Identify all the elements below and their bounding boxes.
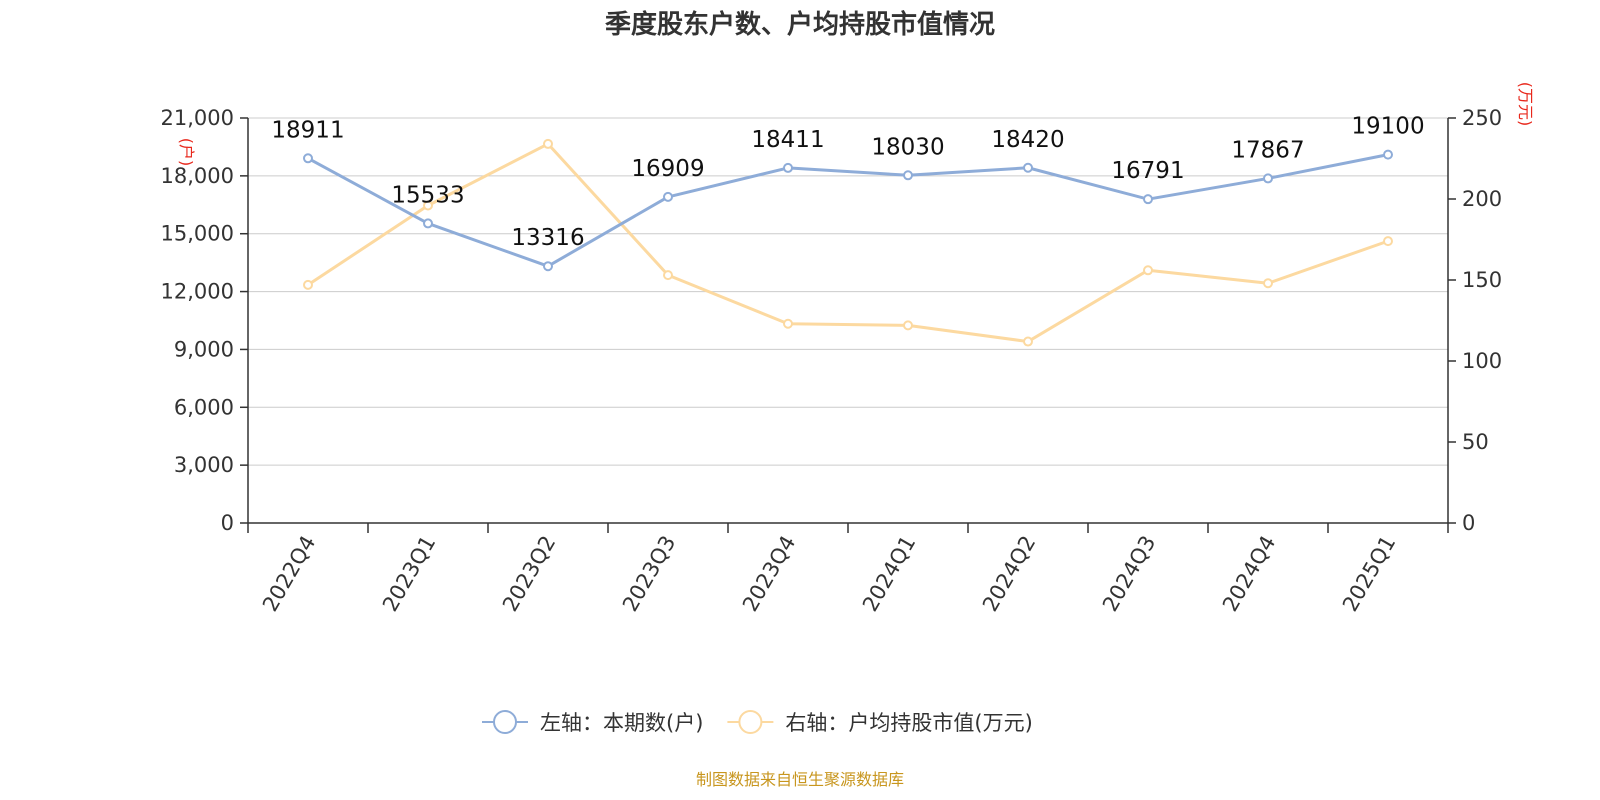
x-axis-tick-label: 2023Q4 xyxy=(738,532,800,616)
data-point[interactable] xyxy=(303,279,313,290)
x-axis-tick-label: 2025Q1 xyxy=(1338,532,1400,616)
grid-layer xyxy=(248,117,1448,466)
data-point[interactable] xyxy=(303,153,313,164)
data-point[interactable] xyxy=(543,138,553,149)
x-axis-tick-label: 2023Q2 xyxy=(498,532,560,616)
data-label: 19100 xyxy=(1351,114,1424,140)
x-axis-tick-label: 2022Q4 xyxy=(258,532,320,616)
left-axis-unit: (户) xyxy=(177,138,196,167)
data-point[interactable] xyxy=(1263,278,1273,289)
data-label: 17867 xyxy=(1231,137,1304,163)
data-label: 13316 xyxy=(511,225,584,251)
series-layer xyxy=(303,138,1393,347)
data-point[interactable] xyxy=(903,170,913,181)
right-axis-tick-label: 200 xyxy=(1462,187,1502,211)
left-axis-tick-label: 12,000 xyxy=(161,280,234,304)
data-point[interactable] xyxy=(783,318,793,329)
legend-marker xyxy=(738,710,763,734)
left-axis-tick-label: 15,000 xyxy=(161,222,234,246)
data-point[interactable] xyxy=(1143,194,1153,205)
x-axis-tick-label: 2023Q1 xyxy=(378,532,440,616)
x-axis-tick-label: 2024Q4 xyxy=(1218,532,1280,616)
x-axis-tick-label: 2023Q3 xyxy=(618,532,680,616)
data-point[interactable] xyxy=(1263,173,1273,184)
right-axis-unit: (万元) xyxy=(1516,82,1535,127)
left-axis-tick-label: 3,000 xyxy=(174,453,234,477)
legend-label: 右轴：户均持股市值(万元) xyxy=(785,711,1032,735)
right-axis-tick-label: 100 xyxy=(1462,349,1502,373)
legend-marker xyxy=(493,710,517,734)
x-axis-tick-label: 2024Q3 xyxy=(1098,532,1160,616)
left-axis-tick-label: 9,000 xyxy=(174,337,234,361)
right-axis-tick-label: 50 xyxy=(1462,430,1489,454)
data-point[interactable] xyxy=(1023,336,1033,347)
data-point[interactable] xyxy=(663,191,673,202)
data-point[interactable] xyxy=(423,218,433,229)
data-point[interactable] xyxy=(663,270,673,281)
data-label: 18420 xyxy=(991,127,1064,153)
right-axis-tick-label: 150 xyxy=(1462,268,1502,292)
data-label: 16791 xyxy=(1111,158,1184,184)
series-line-holders xyxy=(307,153,1389,268)
source-note: 制图数据来自恒生聚源数据库 xyxy=(696,770,904,789)
data-label: 15533 xyxy=(391,182,464,208)
left-axis-tick-label: 21,000 xyxy=(161,106,234,130)
right-axis-tick-label: 250 xyxy=(1462,106,1502,130)
data-label: 18030 xyxy=(871,134,944,160)
data-point[interactable] xyxy=(1023,162,1033,173)
data-point[interactable] xyxy=(1383,149,1393,160)
x-axis-tick-label: 2024Q2 xyxy=(978,532,1040,616)
axis-layer: 0 3,000 6,000 9,000 12,000 15,000 18,000 21,000… xyxy=(161,82,1535,616)
data-label: 16909 xyxy=(631,156,704,182)
legend-item[interactable]: 左轴：本期数(户) xyxy=(482,710,703,735)
data-label-layer: 18911 15533 13316 16909 18411 18030 18420 16791… xyxy=(271,114,1424,252)
chart-title: 季度股东户数、户均持股市值情况 xyxy=(605,9,995,40)
legend-label: 左轴：本期数(户) xyxy=(540,711,703,735)
legend[interactable]: 左轴：本期数(户) 右轴：户均持股市值(万元) xyxy=(482,710,1033,735)
data-point[interactable] xyxy=(783,162,793,173)
data-point[interactable] xyxy=(1143,265,1153,276)
data-point[interactable] xyxy=(423,200,433,211)
left-axis-tick-label: 18,000 xyxy=(161,164,234,188)
data-point[interactable] xyxy=(543,261,553,272)
left-axis-tick-label: 6,000 xyxy=(174,395,234,419)
data-point[interactable] xyxy=(1383,236,1393,247)
right-axis-tick-label: 0 xyxy=(1462,511,1475,535)
data-label: 18411 xyxy=(751,127,824,153)
x-axis-tick-label: 2024Q1 xyxy=(858,532,920,616)
series-line-avg-value xyxy=(307,142,1389,344)
left-axis-tick-label: 0 xyxy=(221,511,234,535)
data-point[interactable] xyxy=(903,320,913,331)
data-label: 18911 xyxy=(271,117,344,143)
legend-item[interactable]: 右轴：户均持股市值(万元) xyxy=(727,710,1033,735)
